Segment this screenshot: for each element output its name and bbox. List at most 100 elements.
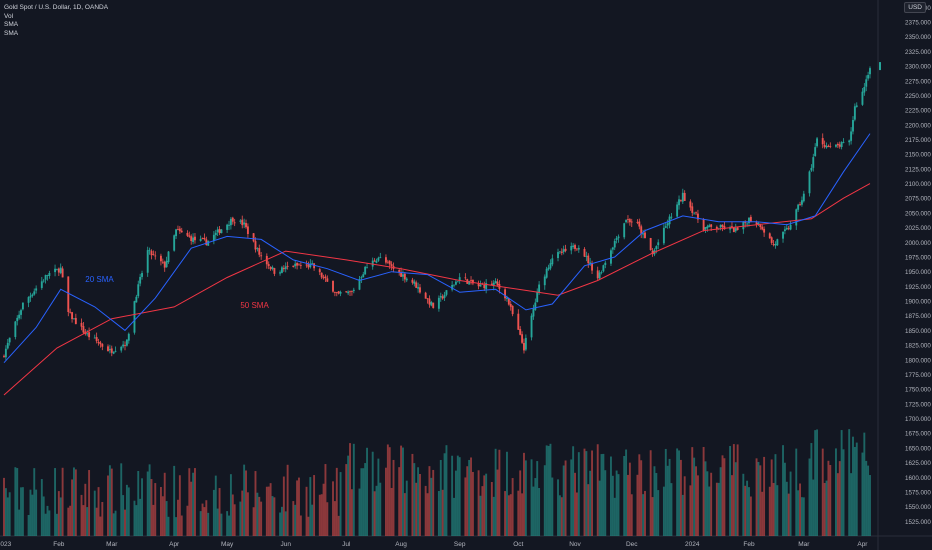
y-tick-label: 2375.000 [905, 20, 931, 27]
volume-bar [122, 495, 125, 536]
volume-bar [776, 485, 779, 536]
volume-bar [490, 481, 493, 536]
volume-indicator-label[interactable]: Vol [4, 12, 14, 20]
candle-body [402, 274, 404, 277]
candle-body [821, 138, 824, 145]
volume-bar [439, 459, 442, 536]
currency-badge[interactable]: USD [904, 2, 926, 13]
candle-body [46, 275, 49, 276]
candle-body [543, 276, 546, 286]
y-tick-label: 1725.000 [905, 401, 931, 408]
candle-body [16, 317, 19, 322]
volume-bar [256, 492, 259, 536]
candle-body [146, 250, 149, 273]
candle-body [141, 273, 143, 277]
volume-bar [3, 477, 5, 536]
candle-body [755, 222, 758, 225]
volume-bar [243, 464, 246, 536]
candle-body [536, 291, 539, 303]
candle-body [532, 308, 535, 317]
candle-body [326, 278, 329, 282]
candle-body [8, 337, 11, 343]
volume-bar [411, 453, 414, 536]
candle-body [333, 292, 336, 293]
candle-body [411, 279, 414, 283]
volume-bar [456, 455, 459, 536]
candle-body [27, 297, 30, 303]
volume-bar [865, 460, 868, 536]
candle-body [676, 204, 679, 217]
volume-bar [93, 490, 96, 536]
candle-body [379, 256, 382, 258]
volume-bar [628, 462, 631, 536]
volume-bar [375, 485, 378, 536]
candle-body [668, 216, 671, 225]
volume-bar [719, 467, 722, 536]
volume-bar [352, 443, 355, 536]
candle-body [479, 284, 482, 287]
candle-body [825, 145, 828, 148]
candle-body [161, 261, 164, 263]
volume-bar [108, 465, 111, 536]
candle-body [311, 263, 314, 265]
volume-bar [110, 468, 113, 536]
volume-bar [326, 502, 329, 536]
candle-body [173, 235, 176, 251]
y-tick-label: 2225.000 [905, 108, 931, 115]
candle-body [167, 251, 170, 263]
y-tick-label: 2025.000 [905, 225, 931, 232]
candle-body [670, 216, 673, 218]
candle-body [710, 224, 713, 227]
volume-bar [504, 491, 507, 536]
volume-bar [838, 461, 841, 536]
candle-body [611, 247, 614, 250]
volume-bar [69, 505, 72, 536]
y-tick-label: 1600.000 [905, 475, 931, 482]
volume-bar [636, 474, 639, 536]
volume-bar [596, 444, 599, 536]
volume-bar [683, 476, 686, 536]
candle-body [749, 216, 752, 222]
x-tick-label: Mar [106, 541, 118, 548]
volume-bar [379, 482, 382, 536]
volume-bar [840, 430, 843, 536]
volume-bar [216, 508, 219, 536]
volume-bar [511, 478, 514, 536]
candle-body [364, 266, 367, 275]
volume-bar [627, 474, 629, 536]
y-tick-label: 2075.000 [905, 196, 931, 203]
candle-body [517, 313, 520, 330]
candle-body [772, 243, 775, 245]
volume-bar [748, 487, 750, 536]
x-tick-label: Dec [626, 541, 638, 548]
candle-body [95, 337, 98, 342]
candle-body [358, 279, 361, 290]
candle-body [731, 226, 733, 228]
volume-bar [42, 496, 45, 536]
candle-body [558, 251, 561, 253]
volume-bar [48, 510, 51, 536]
x-tick-label: Mar [798, 541, 810, 548]
volume-bar [245, 470, 247, 536]
candle-body [35, 288, 38, 291]
candle-body [441, 296, 444, 299]
candle-body [390, 264, 393, 267]
volume-bar [835, 448, 837, 536]
candle-body [188, 235, 191, 237]
candle-body [770, 237, 773, 243]
volume-bar [453, 497, 455, 536]
candle-body [814, 147, 817, 157]
candle-body [216, 229, 219, 233]
candle-body [445, 290, 448, 295]
sma-indicator-label[interactable]: SMA [4, 21, 19, 28]
candle-body [432, 302, 435, 308]
volume-bar [583, 448, 586, 536]
volume-bar [498, 449, 501, 536]
volume-bar [282, 476, 285, 536]
symbol-title[interactable]: Gold Spot / U.S. Dollar, 1D, OANDA [4, 4, 109, 11]
candle-body [186, 232, 189, 236]
volume-bar [254, 471, 257, 536]
volume-bar [774, 454, 777, 536]
sma-indicator-label-2[interactable]: SMA [4, 29, 19, 37]
